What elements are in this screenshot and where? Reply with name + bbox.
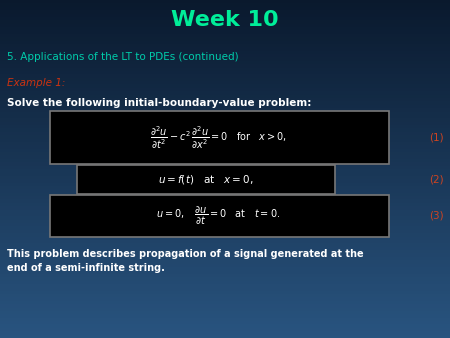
Text: Example 1:: Example 1:: [7, 78, 65, 88]
Text: (2): (2): [428, 174, 443, 185]
Text: (1): (1): [428, 132, 443, 142]
Text: Solve the following initial-boundary-value problem:: Solve the following initial-boundary-val…: [7, 98, 311, 108]
Text: $u = 0, \quad \dfrac{\partial u}{\partial t} = 0 \quad \mathrm{at} \quad t = 0.$: $u = 0, \quad \dfrac{\partial u}{\partia…: [156, 205, 280, 227]
Text: $\dfrac{\partial^2 u}{\partial t^2} - c^2\,\dfrac{\partial^2 u}{\partial x^2} = : $\dfrac{\partial^2 u}{\partial t^2} - c^…: [150, 124, 287, 150]
Text: 5. Applications of the LT to PDEs (continued): 5. Applications of the LT to PDEs (conti…: [7, 52, 238, 63]
FancyBboxPatch shape: [76, 165, 335, 194]
Text: (3): (3): [428, 211, 443, 221]
Text: This problem describes propagation of a signal generated at the
end of a semi-in: This problem describes propagation of a …: [7, 249, 364, 273]
Text: $u = f(t) \quad \mathrm{at} \quad x = 0,$: $u = f(t) \quad \mathrm{at} \quad x = 0,…: [158, 173, 253, 186]
FancyBboxPatch shape: [50, 195, 389, 237]
FancyBboxPatch shape: [50, 111, 389, 164]
Text: Week 10: Week 10: [171, 10, 279, 30]
